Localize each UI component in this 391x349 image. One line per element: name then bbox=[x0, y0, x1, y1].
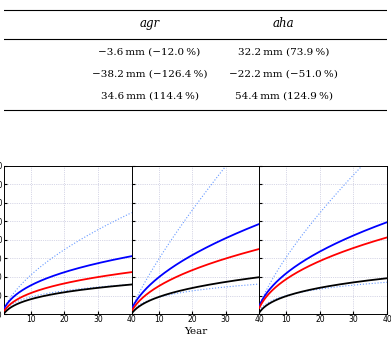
Text: −38.2 mm (−126.4 %): −38.2 mm (−126.4 %) bbox=[92, 70, 207, 79]
Text: 54.4 mm (124.9 %): 54.4 mm (124.9 %) bbox=[235, 92, 333, 101]
Text: 32.2 mm (73.9 %): 32.2 mm (73.9 %) bbox=[238, 48, 329, 57]
Text: −22.2 mm (−51.0 %): −22.2 mm (−51.0 %) bbox=[229, 70, 338, 79]
Text: 34.6 mm (114.4 %): 34.6 mm (114.4 %) bbox=[100, 92, 199, 101]
Text: aha: aha bbox=[273, 17, 294, 30]
Text: −3.6 mm (−12.0 %): −3.6 mm (−12.0 %) bbox=[99, 48, 201, 57]
X-axis label: Year: Year bbox=[184, 327, 207, 336]
Text: agr: agr bbox=[140, 17, 160, 30]
